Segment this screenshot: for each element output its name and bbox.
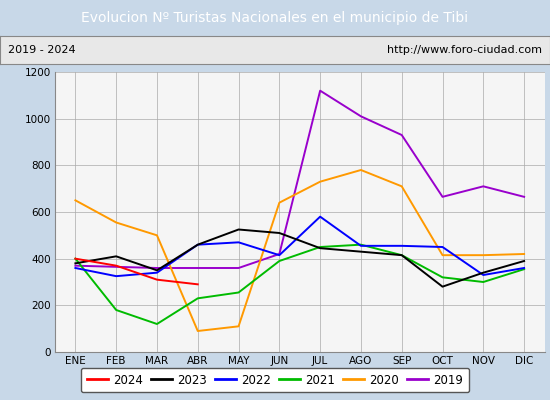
Text: Evolucion Nº Turistas Nacionales en el municipio de Tibi: Evolucion Nº Turistas Nacionales en el m… [81, 11, 469, 25]
Text: 2019 - 2024: 2019 - 2024 [8, 45, 76, 55]
Legend: 2024, 2023, 2022, 2021, 2020, 2019: 2024, 2023, 2022, 2021, 2020, 2019 [81, 368, 469, 392]
Text: http://www.foro-ciudad.com: http://www.foro-ciudad.com [387, 45, 542, 55]
